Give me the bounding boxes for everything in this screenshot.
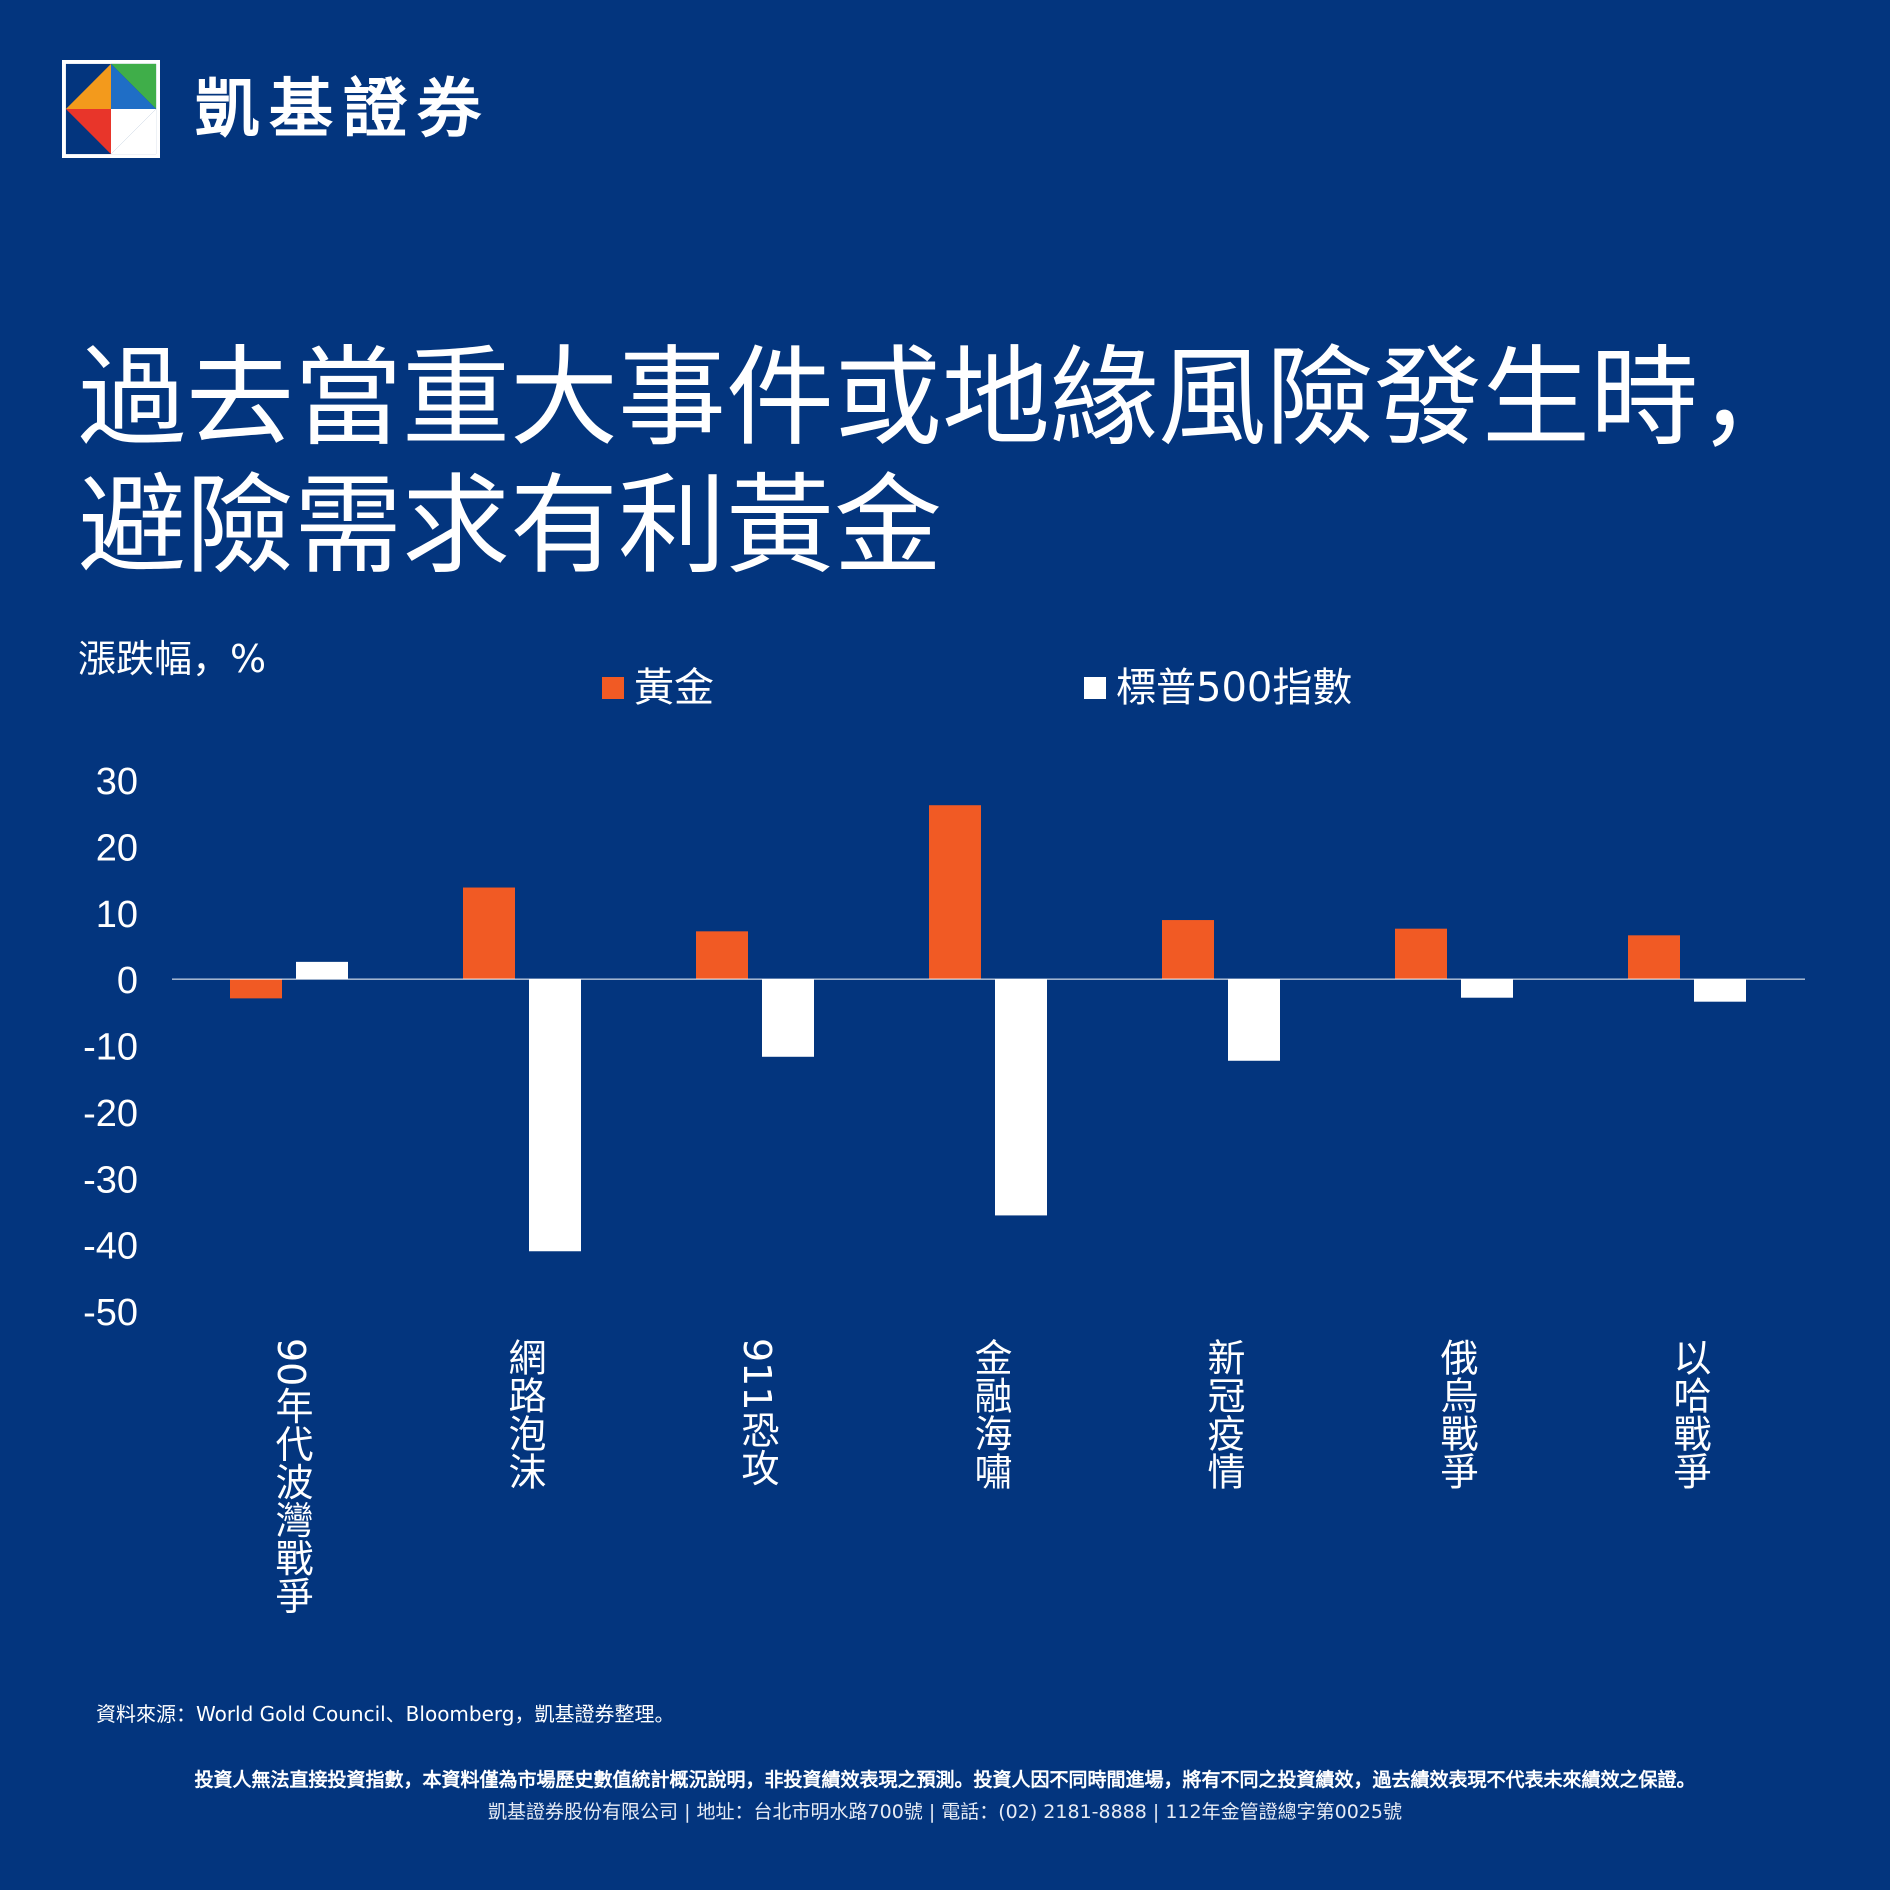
category-label: 新冠疫情: [1201, 1338, 1245, 1490]
legend-swatch-gold: [602, 677, 624, 699]
y-tick-label: -50: [83, 1292, 138, 1334]
y-tick-label: -40: [83, 1226, 138, 1268]
bar-sp500: [762, 979, 814, 1057]
bar-gold: [1395, 928, 1447, 980]
legend-label-gold: 黃金: [634, 665, 714, 711]
bar-sp500: [995, 979, 1047, 1216]
legend-item-gold: 黃金: [602, 665, 714, 711]
y-tick-label: 10: [96, 894, 138, 936]
title-line-1: 過去當重大事件或地緣風險發生時，: [78, 336, 1807, 461]
page-title: 過去當重大事件或地緣風險發生時， 避險需求有利黃金: [78, 335, 1806, 591]
category-label: 俄烏戰爭: [1434, 1338, 1478, 1490]
y-tick-label: -30: [83, 1159, 138, 1201]
category-label: 以哈戰爭: [1667, 1338, 1711, 1490]
category-label: 90年代波灣戰爭: [269, 1338, 313, 1614]
y-tick-label: 30: [96, 761, 138, 803]
bar-gold: [1162, 920, 1214, 980]
bar-sp500: [1228, 979, 1280, 1061]
disclaimer-text: 投資人無法直接投資指數，本資料僅為市場歷史數值統計概況說明，非投資績效表現之預測…: [194, 1769, 1696, 1791]
y-tick-label: -20: [83, 1093, 138, 1135]
bar-chart: 30 20 10 0 -10 -20 -30 -40 -50 90年代波灣戰爭 網路泡沫 911恐攻 金…: [83, 761, 1805, 1614]
bar-gold: [1628, 935, 1680, 980]
category-label: 網路泡沫: [502, 1338, 546, 1490]
legend-label-sp500: 標普500指數: [1116, 665, 1353, 711]
category-label: 911恐攻: [735, 1338, 779, 1487]
bar-gold: [230, 979, 282, 999]
bar-gold: [696, 931, 748, 980]
kgi-diamond-logo-icon: [62, 60, 160, 158]
bar-sp500: [1694, 979, 1746, 1002]
y-axis-unit-label: 漲跌幅，%: [78, 637, 267, 681]
company-info: 凱基證券股份有限公司 | 地址：台北市明水路700號 | 電話：(02) 218…: [488, 1801, 1402, 1823]
bar-gold: [463, 887, 515, 980]
title-line-2: 避險需求有利黃金: [78, 464, 943, 589]
y-tick-label: -10: [83, 1027, 138, 1069]
bar-gold: [929, 805, 981, 980]
source-note: 資料來源：World Gold Council、Bloomberg，凱基證券整理…: [96, 1702, 675, 1726]
legend-item-sp500: 標普500指數: [1084, 665, 1352, 711]
y-tick-label: 0: [117, 960, 138, 1002]
category-label: 金融海嘯: [968, 1338, 1012, 1490]
bar-sp500: [296, 961, 348, 980]
brand-name: 凱基證券: [195, 73, 491, 147]
bar-sp500: [529, 979, 581, 1252]
bar-sp500: [1461, 979, 1513, 998]
y-tick-label: 20: [96, 827, 138, 869]
legend-swatch-sp500: [1084, 677, 1106, 699]
